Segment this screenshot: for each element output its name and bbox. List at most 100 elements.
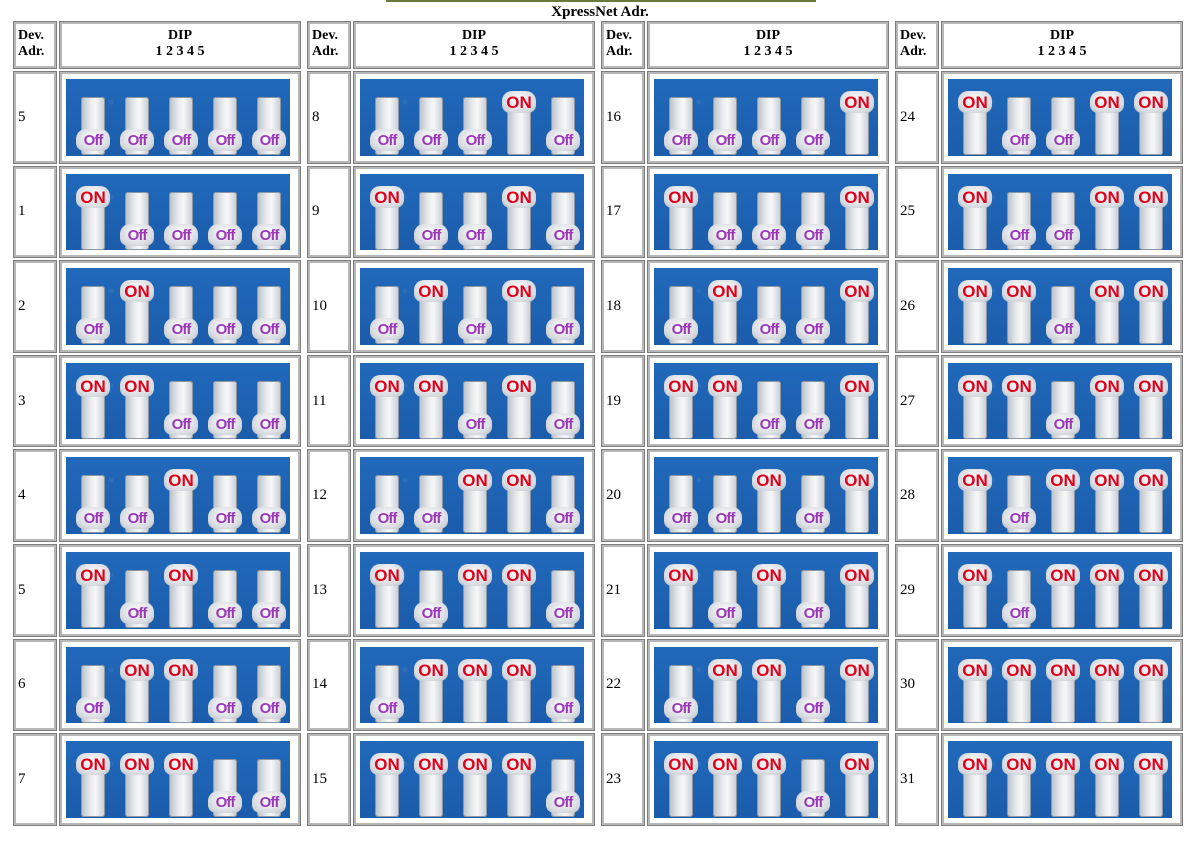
dip-switch-3-on: ON [458, 658, 492, 723]
dip-switch-3-on: ON [1046, 469, 1080, 534]
dip-switch-photo: ON ON ON ON Off [360, 741, 584, 818]
switch-on-label: ON [1094, 755, 1120, 775]
dip-switch-5-on: ON [1134, 185, 1168, 250]
switch-knob [840, 753, 874, 776]
switch-on-label: ON [962, 566, 988, 585]
dev-address-cell: 9 [307, 165, 351, 259]
dev-adr-header: Dev. Adr. [895, 21, 939, 69]
dip-switch-1-on: ON [958, 753, 992, 818]
dip-switch-2-on: ON [1002, 658, 1036, 723]
dip-switch-3-off: Off [458, 91, 492, 155]
switch-knob [76, 753, 110, 776]
switch-on-label: ON [80, 566, 106, 585]
switch-knob [76, 129, 110, 151]
dip-photo-cell: Off Off Off Off Off [59, 71, 301, 164]
dip-switch-2-on: ON [414, 658, 448, 723]
dip-switch-5-off: Off [252, 753, 286, 818]
switch-on-label: ON [1138, 187, 1164, 207]
dip-photo-cell: ON Off Off Off ON [647, 165, 889, 259]
switch-on-label: ON [1094, 93, 1120, 112]
dip-switch-5-off: Off [252, 469, 286, 534]
dip-switch-2-off: Off [708, 91, 742, 155]
switch-off-label: Off [759, 415, 780, 433]
switch-knob [1046, 318, 1080, 341]
switch-knob [1134, 91, 1168, 113]
switch-on-label: ON [756, 755, 782, 775]
switch-knob [1090, 564, 1124, 586]
dip-photo-cell: ON ON ON Off Off [59, 733, 301, 826]
dip-switch-3-off: Off [164, 91, 198, 155]
dip-switch-photo: ON Off Off ON ON [948, 79, 1172, 156]
dip-switch-3-off: Off [458, 280, 492, 345]
switch-on-label: ON [506, 376, 532, 396]
dev-adr-header: Dev. Adr. [307, 21, 351, 69]
dev-address-cell: 2 [13, 260, 57, 353]
switch-off-label: Off [553, 132, 574, 149]
dip-switch-photo: Off Off Off Off ON [654, 79, 878, 156]
dip-photo-cell: Off Off Off ON Off [353, 71, 595, 164]
dip-switch-3-on: ON [458, 469, 492, 534]
switch-off-label: Off [259, 132, 280, 149]
dev-address-cell: 11 [307, 354, 351, 448]
dip-switch-3-on: ON [164, 469, 198, 534]
switch-on-label: ON [756, 471, 782, 491]
switch-knob [752, 223, 786, 246]
dip-switch-2-off: Off [414, 186, 448, 250]
dip-switch-1-off: Off [76, 91, 110, 155]
dip-switch-4-on: ON [1090, 185, 1124, 250]
switch-on-label: ON [668, 566, 694, 585]
switch-knob [752, 318, 786, 341]
dip-photo-cell: ON Off ON ON ON [941, 449, 1183, 542]
switch-knob [458, 658, 492, 681]
switch-off-label: Off [215, 415, 236, 433]
dev-address-cell: 19 [601, 354, 645, 448]
dip-photo-cell: ON ON ON ON ON [941, 638, 1183, 732]
switch-on-label: ON [1094, 282, 1120, 302]
switch-on-label: ON [712, 660, 738, 680]
switch-knob [840, 280, 874, 303]
dip-switch-photo: ON Off ON ON ON [948, 552, 1172, 629]
switch-off-label: Off [803, 226, 824, 244]
dip-switch-4-off: Off [208, 753, 242, 818]
switch-on-label: ON [712, 755, 738, 775]
switch-on-label: ON [962, 93, 988, 112]
dip-switch-4-on: ON [502, 658, 536, 723]
dip-switch-3-on: ON [458, 753, 492, 818]
switch-on-label: ON [668, 755, 694, 775]
switch-on-label: ON [844, 376, 870, 396]
switch-knob [76, 507, 110, 530]
dip-photo-cell: ON ON Off ON ON [941, 354, 1183, 448]
switch-knob [1090, 91, 1124, 113]
switch-on-label: ON [962, 187, 988, 207]
switch-knob [664, 507, 698, 530]
switch-knob [252, 223, 286, 246]
dip-switch-3-off: Off [164, 375, 198, 439]
switch-knob [752, 412, 786, 435]
dip-switch-photo: Off Off Off ON Off [360, 79, 584, 156]
dip-photo-cell: Off Off ON Off Off [59, 449, 301, 542]
dip-switch-1-off: Off [370, 280, 404, 345]
dip-switch-4-on: ON [502, 280, 536, 345]
switch-off-label: Off [465, 226, 486, 244]
dev-address-cell: 21 [601, 544, 645, 637]
dip-switch-photo: Off Off ON Off ON [654, 457, 878, 534]
switch-on-label: ON [418, 755, 444, 775]
switch-knob [208, 129, 242, 151]
dip-switch-3-on: ON [752, 564, 786, 628]
dip-photo-cell: ON Off ON Off Off [59, 544, 301, 637]
dip-switch-2-off: Off [414, 564, 448, 628]
dip-switch-4-on: ON [502, 753, 536, 818]
dip-photo-cell: ON ON ON ON Off [353, 733, 595, 826]
switch-knob [120, 753, 154, 776]
dev-address-cell: 8 [307, 71, 351, 164]
dev-header-line2: Adr. [900, 44, 927, 59]
dip-switch-2-off: Off [1002, 186, 1036, 250]
dev-address-cell: 26 [895, 260, 939, 353]
caption-rule [386, 0, 816, 2]
switch-on-label: ON [668, 187, 694, 207]
switch-on-label: ON [1006, 282, 1032, 302]
dip-switch-4-off: Off [796, 564, 830, 628]
dev-address-cell: 17 [601, 165, 645, 259]
switch-knob [664, 129, 698, 151]
switch-knob [458, 753, 492, 776]
